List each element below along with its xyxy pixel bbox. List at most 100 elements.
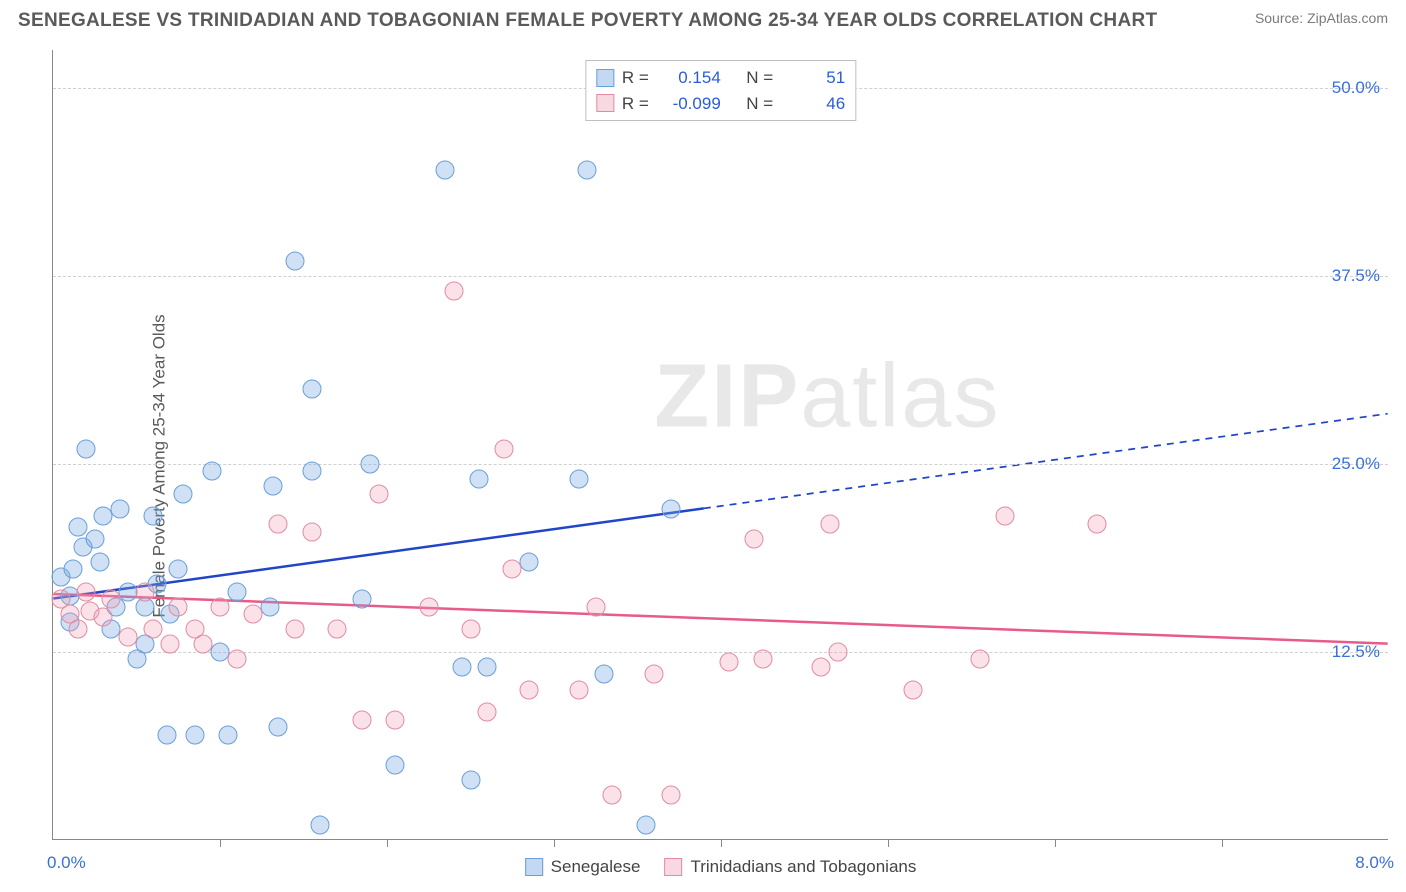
scatter-point [119,627,138,646]
x-tick [387,839,388,847]
gridline [53,464,1388,465]
scatter-point [386,710,405,729]
legend-item-senegalese: Senegalese [525,857,641,877]
scatter-point [461,620,480,639]
swatch-senegalese-icon [525,858,543,876]
source-value: ZipAtlas.com [1307,10,1388,26]
gridline [53,276,1388,277]
scatter-point [302,379,321,398]
legend-item-trinidadian: Trinidadians and Tobagonians [664,857,916,877]
y-tick-label: 25.0% [1332,454,1380,474]
scatter-point [812,657,831,676]
scatter-point [286,620,305,639]
scatter-point [227,650,246,669]
trend-lines [53,50,1388,839]
scatter-point [645,665,664,684]
scatter-point [261,597,280,616]
scatter-point [85,530,104,549]
x-tick [1222,839,1223,847]
scatter-point [169,597,188,616]
source-label: Source: [1255,10,1307,26]
scatter-point [661,499,680,518]
scatter-point [69,518,88,537]
scatter-point [244,605,263,624]
scatter-point [269,718,288,737]
scatter-point [478,703,497,722]
chart-title: SENEGALESE VS TRINIDADIAN AND TOBAGONIAN… [18,10,1157,32]
scatter-point [419,597,438,616]
scatter-point [904,680,923,699]
scatter-point [386,755,405,774]
scatter-point [570,680,589,699]
x-axis-max-label: 8.0% [1355,853,1394,873]
scatter-point [753,650,772,669]
scatter-point [94,608,113,627]
scatter-point [90,552,109,571]
scatter-point [144,620,163,639]
n-value-trinidadian: 46 [785,91,845,117]
scatter-point [302,462,321,481]
x-tick [1055,839,1056,847]
scatter-point [77,439,96,458]
scatter-point [436,161,455,180]
r-value-trinidadian: -0.099 [661,91,721,117]
scatter-point [219,725,238,744]
swatch-trinidadian-icon [596,94,614,112]
watermark: ZIPatlas [654,346,1000,449]
scatter-point [169,560,188,579]
scatter-point [578,161,597,180]
scatter-point [519,552,538,571]
scatter-point [720,653,739,672]
scatter-point [352,590,371,609]
legend-row-trinidadian: R = -0.099 N = 46 [596,91,845,117]
scatter-point [135,582,154,601]
r-value-senegalese: 0.154 [661,65,721,91]
scatter-point [211,597,230,616]
scatter-point [453,657,472,676]
scatter-point [478,657,497,676]
trendline-dashed [704,414,1388,509]
scatter-point [227,582,246,601]
scatter-point [603,785,622,804]
y-tick-label: 12.5% [1332,642,1380,662]
scatter-point [157,725,176,744]
scatter-point [264,477,283,496]
scatter-point [160,635,179,654]
r-label: R = [622,91,649,117]
scatter-point [64,560,83,579]
swatch-senegalese-icon [596,69,614,87]
scatter-point [302,522,321,541]
scatter-point [828,642,847,661]
x-tick [888,839,889,847]
correlation-legend: R = 0.154 N = 51 R = -0.099 N = 46 [585,60,856,121]
scatter-point [595,665,614,684]
n-label: N = [746,91,773,117]
scatter-point [469,469,488,488]
scatter-point [144,507,163,526]
gridline [53,652,1388,653]
scatter-point [286,251,305,270]
scatter-point [503,560,522,579]
watermark-bold: ZIP [654,347,800,447]
plot-area: ZIPatlas R = 0.154 N = 51 R = -0.099 N =… [52,50,1388,840]
y-tick-label: 37.5% [1332,266,1380,286]
scatter-point [745,530,764,549]
scatter-point [661,785,680,804]
scatter-point [519,680,538,699]
scatter-point [185,725,204,744]
scatter-point [461,770,480,789]
scatter-point [327,620,346,639]
y-tick-label: 50.0% [1332,78,1380,98]
scatter-point [820,515,839,534]
scatter-point [494,439,513,458]
scatter-point [361,454,380,473]
source-attribution: Source: ZipAtlas.com [1255,10,1388,26]
x-tick [220,839,221,847]
scatter-point [69,620,88,639]
scatter-point [311,815,330,834]
scatter-point [570,469,589,488]
scatter-point [174,484,193,503]
n-label: N = [746,65,773,91]
scatter-point [995,507,1014,526]
scatter-point [110,499,129,518]
